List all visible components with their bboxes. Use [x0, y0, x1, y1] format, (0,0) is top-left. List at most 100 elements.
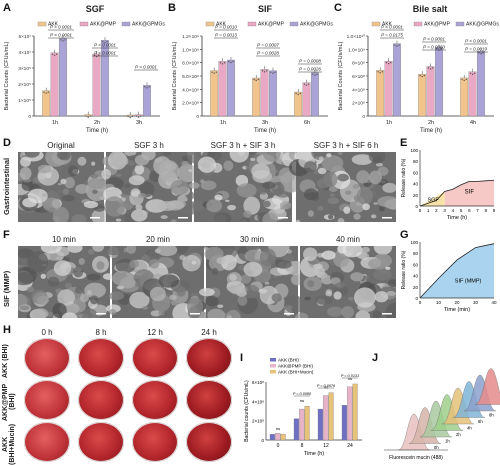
y-tick-label: 6×10⁸ [352, 74, 365, 80]
data-point [219, 62, 222, 64]
y-tick-label: 4.0×10⁸ [182, 87, 199, 93]
data-point [297, 93, 299, 96]
data-point [482, 52, 484, 54]
data-point [389, 61, 392, 64]
x-tick-label: 0 [419, 208, 422, 213]
p-value-label: P = 0.0026 [299, 67, 321, 72]
x-tick-label: 4h [470, 120, 476, 126]
data-point [295, 92, 297, 95]
sem-texture [387, 279, 396, 287]
scale-bar [96, 313, 106, 315]
sem-texture [84, 282, 107, 299]
sem-texture [386, 291, 396, 296]
y-tick-label: 60 [413, 262, 419, 267]
sem-texture [57, 289, 76, 306]
sem-texture [369, 170, 382, 185]
bar [302, 82, 311, 117]
data-point [131, 115, 133, 118]
data-point [43, 91, 45, 93]
sem-texture [373, 246, 393, 255]
p-value-label: P < 0.0001 [50, 33, 72, 38]
data-point [64, 39, 66, 41]
x-axis-label: Time (h) [420, 128, 442, 134]
sem-texture [176, 287, 186, 297]
x-axis-label: Time (h) [304, 451, 324, 457]
sem-texture [262, 212, 278, 222]
agar-plate [132, 380, 178, 420]
sem-texture [18, 272, 34, 286]
data-point [85, 115, 87, 117]
legend-swatch [247, 21, 257, 27]
sem-texture [83, 200, 99, 209]
ns-label: ns [276, 426, 280, 431]
sem-texture [115, 218, 122, 222]
sem-texture [317, 167, 327, 175]
sem-texture [57, 182, 62, 186]
x-tick-label: 40 [491, 300, 497, 305]
sem-texture [345, 190, 352, 195]
ns-label: ns [348, 376, 352, 381]
legend-label: AKK@PMP [90, 22, 117, 28]
sem-texture [33, 273, 38, 277]
data-point [146, 87, 148, 89]
sem-texture [135, 204, 143, 211]
plate-time-2: 12 h [147, 328, 163, 337]
data-point [257, 78, 259, 81]
data-point [379, 72, 381, 74]
x-tick-label: 30 [473, 300, 479, 305]
data-point [261, 70, 264, 72]
y-tick-label: 40 [413, 182, 419, 187]
data-point [148, 86, 150, 88]
x-tick-label: 0 [419, 300, 422, 305]
x-tick-label: 3 [443, 208, 446, 213]
sem-texture [129, 291, 150, 309]
bar [376, 70, 385, 117]
data-point [228, 60, 230, 63]
sgf-region [420, 191, 445, 206]
bar [269, 70, 277, 117]
data-point [263, 71, 266, 73]
y-tick-label: 6.0×10⁸ [182, 74, 199, 80]
bar [435, 47, 443, 117]
panel-a-letter: A [3, 2, 11, 14]
region-label: SIF (MMP) [455, 278, 482, 284]
legend-swatch [270, 364, 276, 368]
sem-texture [356, 187, 373, 205]
sem-texture [337, 152, 343, 156]
sem-texture [124, 183, 130, 189]
panel-d-rowlabel: Gastrointestinal [2, 157, 11, 215]
sem-texture [240, 217, 250, 222]
data-point [51, 53, 54, 55]
agar-plate [24, 338, 70, 378]
sem-texture [223, 160, 234, 171]
sem-texture [211, 267, 219, 275]
sem-texture [259, 248, 277, 267]
sem-texture [350, 163, 356, 167]
sem-texture [225, 199, 230, 202]
data-point [274, 71, 276, 73]
x-axis-label: Fluorescein mucin (488) [389, 455, 443, 461]
p-value-label: P < 0.0001 [423, 37, 445, 42]
sem-texture [318, 156, 324, 162]
sem-texture [158, 160, 180, 183]
release-line [419, 243, 495, 299]
y-tick-label: 1.0×10⁹ [182, 47, 199, 53]
sem-texture [229, 285, 247, 295]
plate-row-label-1: AKK@PMP (BHI) [2, 383, 16, 421]
sem-texture [317, 178, 331, 189]
sem-texture [328, 214, 334, 220]
scale-bar [178, 217, 188, 219]
sem-texture [314, 266, 326, 278]
sem-texture [40, 273, 47, 279]
data-point [144, 86, 146, 88]
data-point [429, 68, 432, 70]
sem-texture [48, 207, 56, 213]
p-value-label: P = 0.0013 [215, 33, 237, 38]
sem-texture [188, 168, 194, 173]
sem-texture [102, 273, 115, 280]
sem-texture [170, 179, 189, 196]
sem-texture [205, 295, 219, 307]
sem-texture [64, 177, 76, 189]
panel-d-letter: D [3, 137, 11, 149]
y-axis-label: Bacterial Counts (CFUs/mL) [4, 41, 10, 110]
